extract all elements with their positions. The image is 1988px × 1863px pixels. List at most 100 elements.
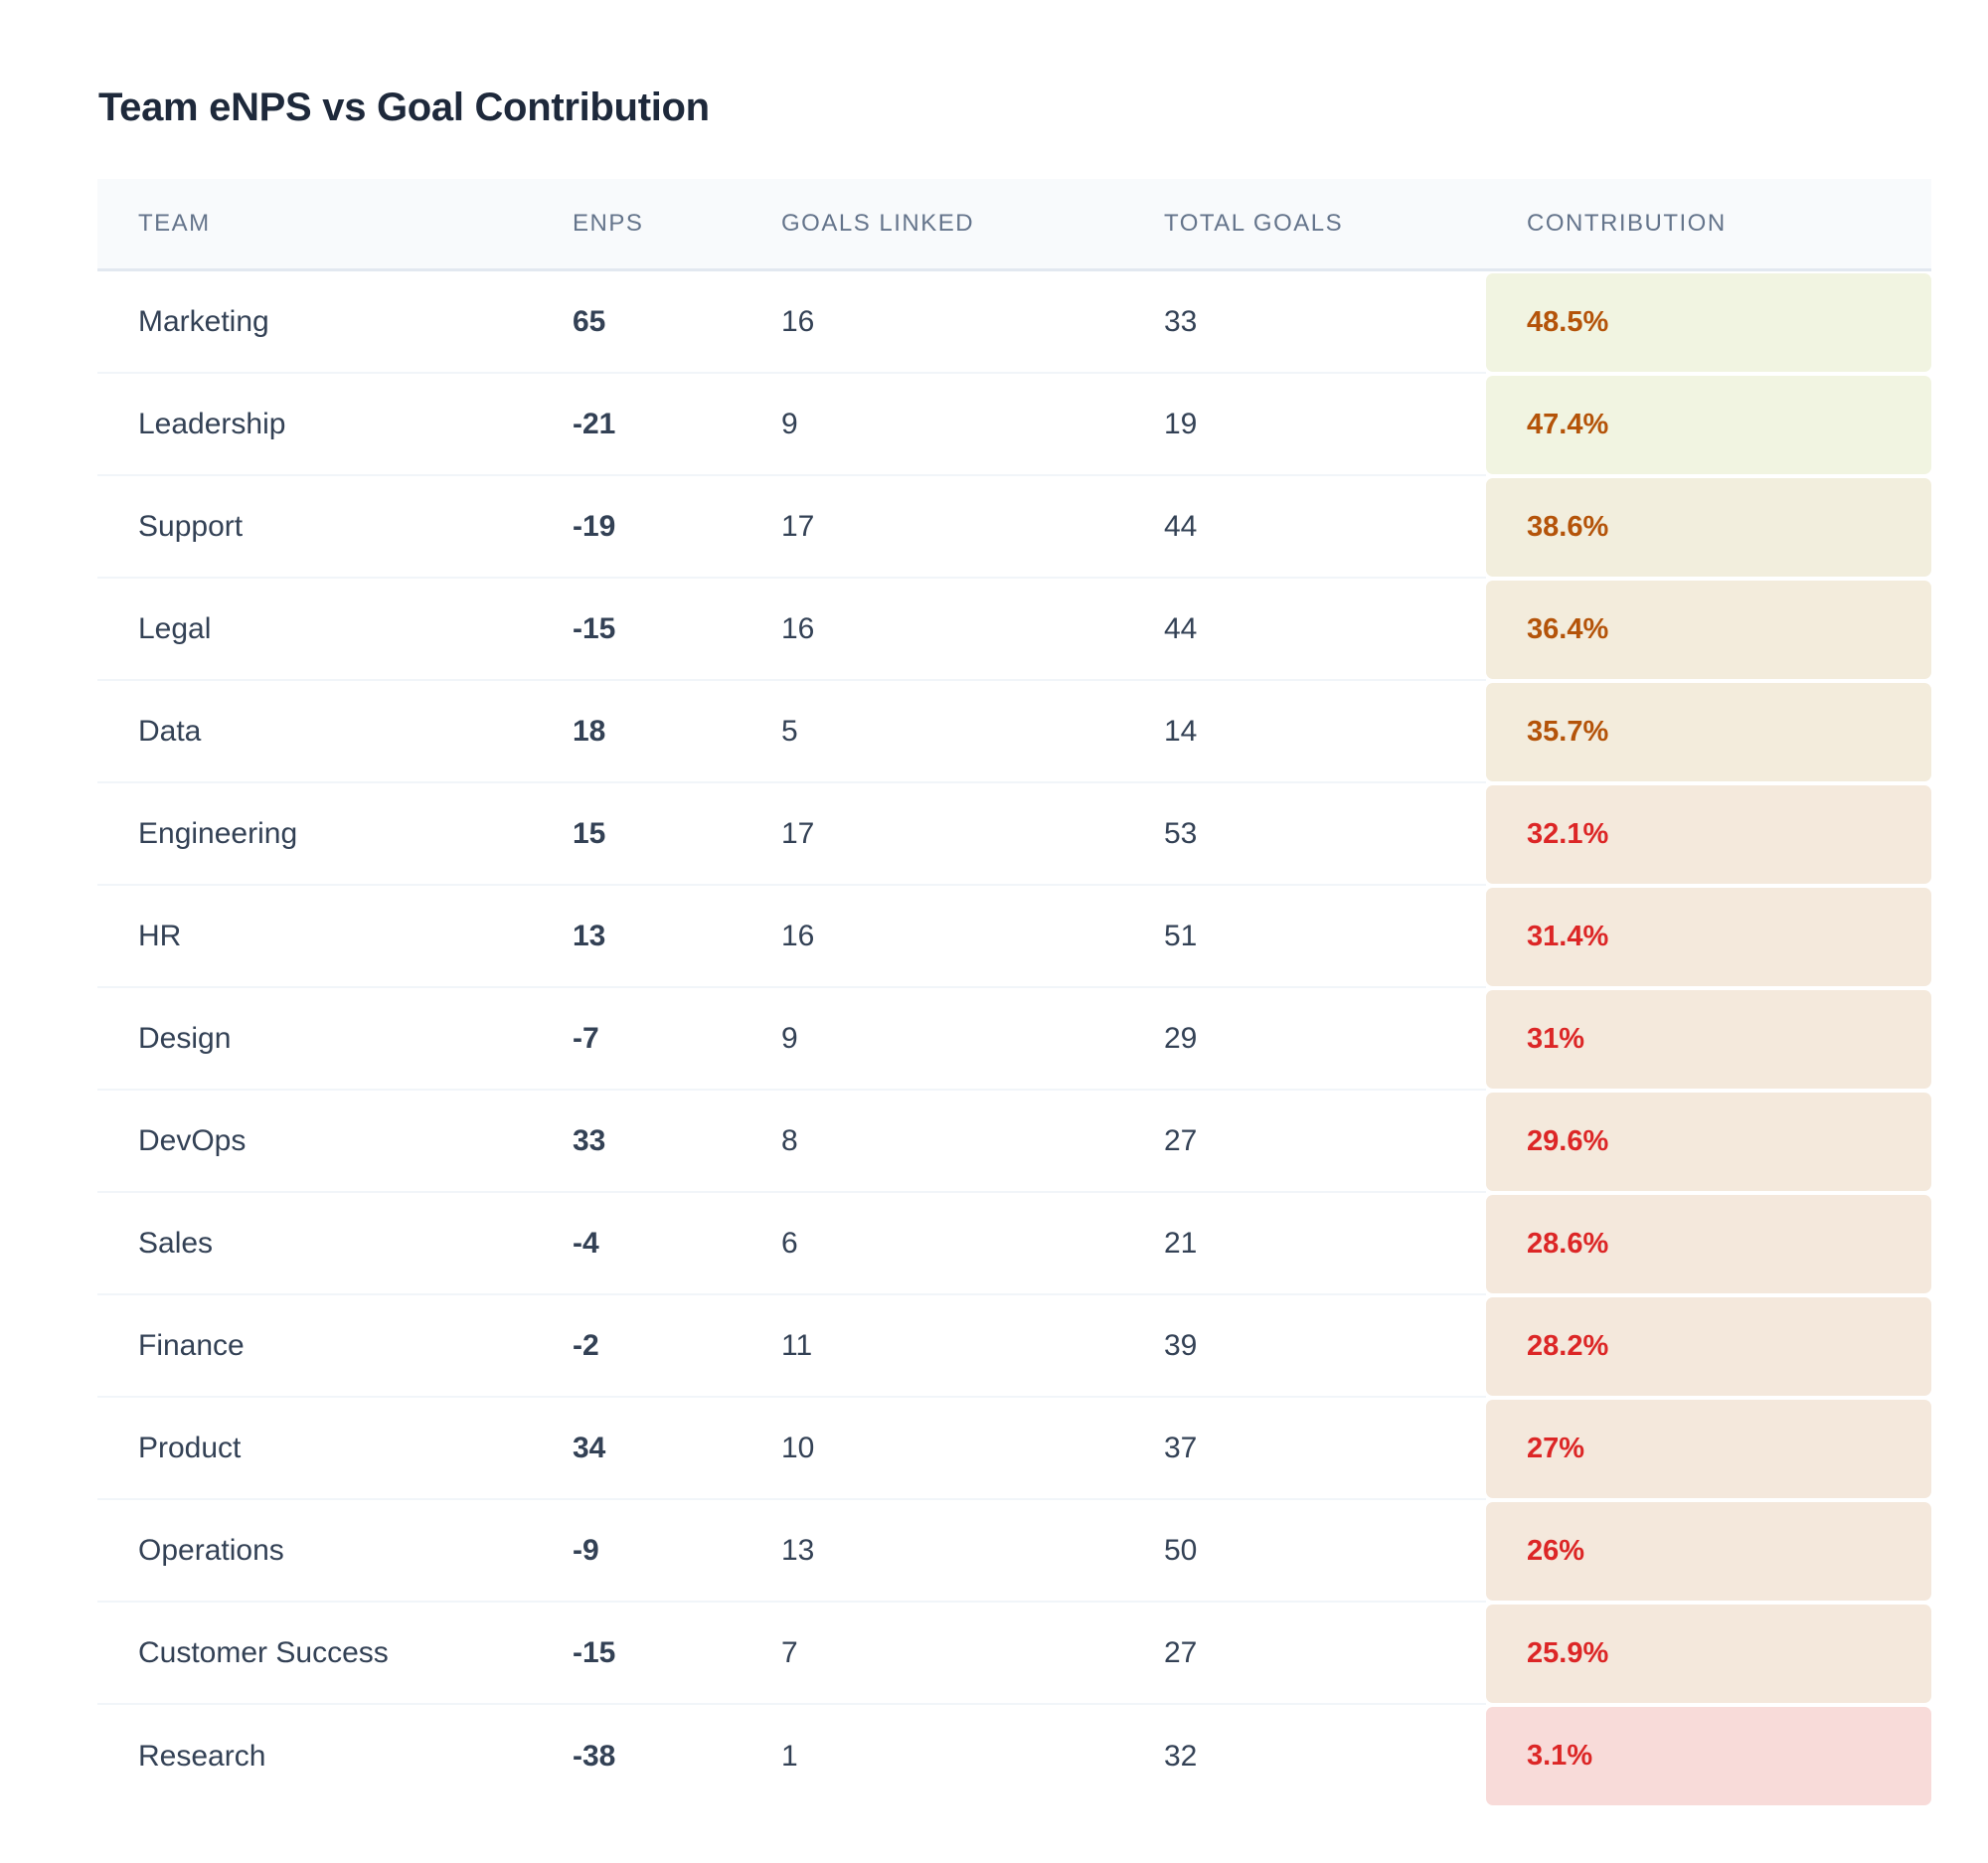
goals-linked-value: 13 [781,1500,1164,1603]
team-table: TEAM ENPS GOALS LINKED TOTAL GOALS CONTR… [97,179,1931,1807]
table-row[interactable]: Finance -2 11 39 28.2% [97,1295,1931,1398]
contribution-cell: 3.1% [1486,1705,1931,1807]
total-goals-value: 44 [1164,579,1486,681]
team-name: Leadership [97,374,573,476]
total-goals-value: 29 [1164,988,1486,1091]
contribution-value: 28.2% [1486,1297,1931,1396]
contribution-value: 31% [1486,990,1931,1089]
contribution-cell: 29.6% [1486,1091,1931,1193]
contribution-value: 47.4% [1486,376,1931,474]
total-goals-value: 14 [1164,681,1486,783]
column-header-total-goals[interactable]: TOTAL GOALS [1164,179,1486,271]
contribution-cell: 27% [1486,1398,1931,1500]
contribution-value: 27% [1486,1400,1931,1498]
team-name: Product [97,1398,573,1500]
total-goals-value: 21 [1164,1193,1486,1295]
goals-linked-value: 16 [781,271,1164,374]
column-header-enps[interactable]: ENPS [573,179,781,271]
column-header-goals-linked[interactable]: GOALS LINKED [781,179,1164,271]
team-name: Data [97,681,573,783]
total-goals-value: 33 [1164,271,1486,374]
team-name: Support [97,476,573,579]
total-goals-value: 50 [1164,1500,1486,1603]
table-row[interactable]: Design -7 9 29 31% [97,988,1931,1091]
enps-value: -4 [573,1193,781,1295]
enps-value: -19 [573,476,781,579]
contribution-value: 3.1% [1486,1707,1931,1805]
table-row[interactable]: Operations -9 13 50 26% [97,1500,1931,1603]
team-name: DevOps [97,1091,573,1193]
contribution-cell: 47.4% [1486,374,1931,476]
contribution-value: 38.6% [1486,478,1931,577]
goals-linked-value: 17 [781,783,1164,886]
goals-linked-value: 16 [781,579,1164,681]
team-name: Marketing [97,271,573,374]
contribution-value: 48.5% [1486,273,1931,372]
enps-value: -21 [573,374,781,476]
team-name: HR [97,886,573,988]
contribution-value: 31.4% [1486,888,1931,986]
goals-linked-value: 16 [781,886,1164,988]
enps-value: 65 [573,271,781,374]
goals-linked-value: 1 [781,1739,798,1773]
contribution-value: 32.1% [1486,785,1931,884]
goals-linked-value: 10 [781,1398,1164,1500]
table-row[interactable]: Engineering 15 17 53 32.1% [97,783,1931,886]
goals-linked-value: 7 [781,1603,1164,1705]
team-name: Engineering [97,783,573,886]
table-row[interactable]: Research -38 1 32 3.1% [97,1705,1931,1807]
enps-value: -15 [573,1603,781,1705]
column-header-team[interactable]: TEAM [97,179,573,271]
table-row[interactable]: Marketing 65 16 33 48.5% [97,271,1931,374]
enps-value: -2 [573,1295,781,1398]
contribution-cell: 28.2% [1486,1295,1931,1398]
page-title: Team eNPS vs Goal Contribution [98,85,710,129]
table-row[interactable]: Leadership -21 9 19 47.4% [97,374,1931,476]
team-name: Research [138,1739,266,1773]
contribution-value: 28.6% [1486,1195,1931,1293]
table-row[interactable]: HR 13 16 51 31.4% [97,886,1931,988]
enps-value: 33 [573,1091,781,1193]
total-goals-value: 53 [1164,783,1486,886]
enps-value: -38 [573,1739,616,1773]
table-row[interactable]: Data 18 5 14 35.7% [97,681,1931,783]
team-name: Customer Success [97,1603,573,1705]
goals-linked-value: 9 [781,988,1164,1091]
contribution-cell: 36.4% [1486,579,1931,681]
enps-value: 18 [573,681,781,783]
contribution-cell: 26% [1486,1500,1931,1603]
column-header-contribution[interactable]: CONTRIBUTION [1486,179,1931,271]
contribution-cell: 31.4% [1486,886,1931,988]
table-row[interactable]: Legal -15 16 44 36.4% [97,579,1931,681]
team-name: Legal [97,579,573,681]
enps-value: 34 [573,1398,781,1500]
table-header-row: TEAM ENPS GOALS LINKED TOTAL GOALS CONTR… [97,179,1931,271]
table-row[interactable]: Product 34 10 37 27% [97,1398,1931,1500]
team-name: Design [97,988,573,1091]
total-goals-value: 39 [1164,1295,1486,1398]
team-name: Finance [97,1295,573,1398]
contribution-cell: 38.6% [1486,476,1931,579]
contribution-value: 25.9% [1486,1605,1931,1703]
contribution-cell: 25.9% [1486,1603,1931,1705]
table-row[interactable]: DevOps 33 8 27 29.6% [97,1091,1931,1193]
contribution-cell: 28.6% [1486,1193,1931,1295]
table-row[interactable]: Support -19 17 44 38.6% [97,476,1931,579]
contribution-value: 35.7% [1486,683,1931,781]
enps-value: -15 [573,579,781,681]
total-goals-value: 32 [1164,1739,1198,1773]
table-row[interactable]: Customer Success -15 7 27 25.9% [97,1603,1931,1705]
enps-value: 15 [573,783,781,886]
total-goals-value: 51 [1164,886,1486,988]
goals-linked-value: 8 [781,1091,1164,1193]
contribution-cell: 31% [1486,988,1931,1091]
total-goals-value: 44 [1164,476,1486,579]
contribution-value: 29.6% [1486,1093,1931,1191]
team-name: Sales [97,1193,573,1295]
contribution-cell: 35.7% [1486,681,1931,783]
contribution-value: 26% [1486,1502,1931,1601]
team-name: Operations [97,1500,573,1603]
enps-value: -7 [573,988,781,1091]
goals-linked-value: 6 [781,1193,1164,1295]
table-row[interactable]: Sales -4 6 21 28.6% [97,1193,1931,1295]
